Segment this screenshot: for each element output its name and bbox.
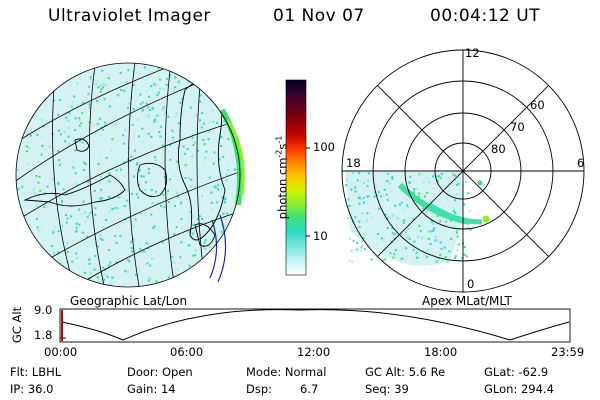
mode-info: Mode: Normal: [246, 365, 327, 379]
time-tick-0000: 00:00: [44, 345, 78, 359]
mlt-label-18: 18: [346, 156, 361, 170]
altitude-tick-9: 9.0: [34, 303, 53, 317]
time-tick-1200: 12:00: [297, 345, 331, 359]
mlt-label-12: 12: [465, 46, 480, 60]
sequence-info: Seq: 39: [365, 382, 409, 396]
mlat-label-70: 70: [510, 120, 525, 134]
altitude-axis-label: GC Alt: [10, 306, 24, 344]
mlt-label-0: 0: [467, 277, 475, 291]
ip-info: IP: 36.0: [10, 382, 54, 396]
glon-info: GLon: 294.4: [484, 382, 554, 396]
instrument-title: Ultraviolet Imager: [48, 6, 211, 26]
mlt-label-6: 6: [577, 156, 585, 170]
observation-date: 01 Nov 07: [273, 6, 365, 26]
gain-info: Gain: 14: [127, 382, 176, 396]
altitude-tick-1-8: 1.8: [34, 328, 53, 342]
geographic-caption: Geographic Lat/Lon: [70, 294, 188, 308]
colorbar-tick-100: 100: [313, 140, 335, 154]
time-tick-1800: 18:00: [424, 345, 458, 359]
mlat-label-60: 60: [530, 98, 545, 112]
dsp-label: Dsp:: [246, 382, 273, 396]
apex-caption: Apex MLat/MLT: [422, 294, 512, 308]
glat-info: GLat: -62.9: [484, 365, 549, 379]
door-info: Door: Open: [127, 365, 193, 379]
dsp-value: 6.7: [300, 382, 319, 396]
time-tick-0600: 06:00: [170, 345, 204, 359]
gc-altitude-info: GC Alt: 5.6 Re: [365, 365, 446, 379]
filter-info: Flt: LBHL: [10, 365, 62, 379]
mlat-label-80: 80: [491, 142, 506, 156]
colorbar-tick-10: 10: [313, 229, 328, 243]
time-tick-2359: 23:59: [551, 345, 585, 359]
observation-time: 00:04:12 UT: [430, 6, 541, 26]
